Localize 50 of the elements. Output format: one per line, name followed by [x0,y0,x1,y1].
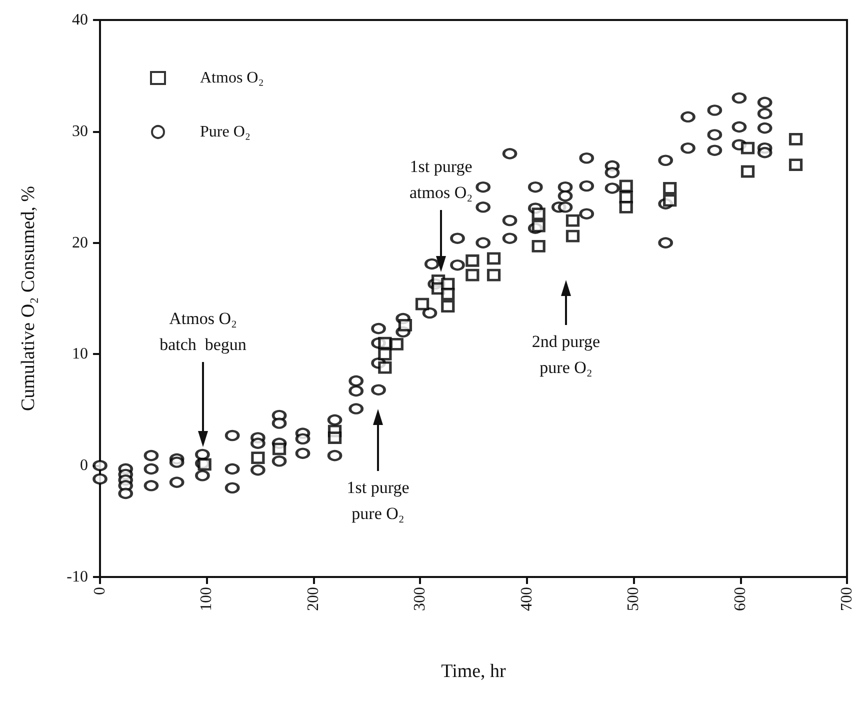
point [378,361,392,374]
annotation: 1st purge atmos O₂ [409,156,473,204]
y-tick-label: 10 [72,346,88,363]
point [741,165,755,178]
point [619,180,633,192]
point [532,208,546,220]
annotation: 1st purge pure O₂ [346,477,410,525]
x-tick-label: 700 [838,587,856,611]
point [741,142,755,154]
x-tick-label: 500 [625,587,642,611]
y-axis-title: Cumulative O₂ Consumed, % [18,186,39,412]
point [663,182,677,194]
point [532,220,546,232]
x-tick-label: 400 [518,587,536,611]
y-tick-label: -10 [66,568,88,586]
y-tick-label: 40 [72,12,88,28]
x-tick-label: 600 [732,587,749,611]
x-axis-title: Time, hr [441,661,507,682]
annotation: Atmos O₂ batch begun [160,308,246,356]
x-tick-label: 0 [92,587,108,595]
point [251,452,265,464]
point [398,318,412,332]
x-tick-label: 100 [198,587,216,611]
x-tick-label: 200 [304,587,322,611]
legend-label: Pure O₂ [200,124,250,140]
point [272,442,286,456]
point [416,298,430,310]
point [532,240,546,252]
point [198,458,212,471]
y-tick-label: 20 [72,234,88,252]
y-tick-label: 30 [72,122,88,140]
annotation: 2nd purge pure O₂ [532,331,600,379]
point [487,252,501,265]
point [789,132,803,146]
point [566,230,580,242]
point [466,254,480,267]
point [663,194,677,207]
point [441,288,455,300]
x-tick-label: 300 [412,587,429,611]
point [466,268,480,282]
point [378,348,392,360]
point [487,268,501,282]
y-tick-label: 0 [80,457,88,474]
point [390,338,404,350]
point [441,300,455,313]
legend-label: Atmos O₂ [200,70,264,86]
point [566,214,580,227]
point [789,158,803,172]
point [328,432,342,444]
point [619,200,633,214]
